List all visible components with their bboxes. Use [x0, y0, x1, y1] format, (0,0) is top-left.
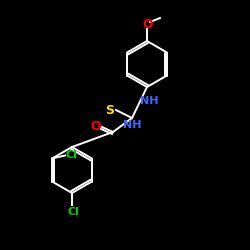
Text: O: O [91, 120, 101, 132]
Text: NH: NH [123, 120, 142, 130]
Text: Cl: Cl [67, 207, 79, 217]
Text: NH: NH [140, 96, 159, 106]
Text: S: S [106, 104, 114, 117]
Text: Cl: Cl [65, 150, 77, 160]
Text: O: O [143, 18, 153, 32]
